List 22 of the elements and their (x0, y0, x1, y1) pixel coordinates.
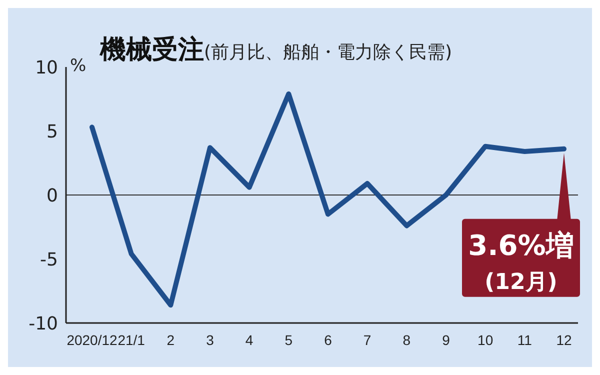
y-tick-label: 10 (35, 57, 58, 78)
y-tick-label: 5 (46, 121, 58, 142)
y-tick-label: -10 (28, 313, 58, 334)
x-tick-label: 11 (517, 332, 532, 348)
x-tick-label: 2020/12 (66, 332, 118, 348)
y-tick-label: 0 (46, 185, 58, 206)
x-tick-label: 21/1 (118, 332, 146, 348)
y-tick-label: -5 (40, 249, 58, 270)
x-tick-label: 7 (363, 332, 372, 348)
x-tick-label: 6 (324, 332, 332, 348)
chart-title: 機械受注 (100, 34, 204, 67)
x-tick-label: 2 (166, 332, 175, 348)
x-tick-label: 12 (556, 332, 572, 348)
x-tick-label: 10 (478, 332, 494, 348)
chart-subtitle: (前月比、船舶・電力除く民需) (204, 41, 452, 64)
x-tick-label: 8 (402, 332, 411, 348)
annotation: 3.6%増 (12月) (468, 228, 574, 295)
x-tick-label: 4 (245, 332, 254, 348)
x-tick-label: 3 (206, 332, 214, 348)
x-tick-label: 5 (284, 332, 293, 348)
x-tick-label: 9 (442, 332, 450, 348)
y-axis-title: % (70, 56, 86, 76)
